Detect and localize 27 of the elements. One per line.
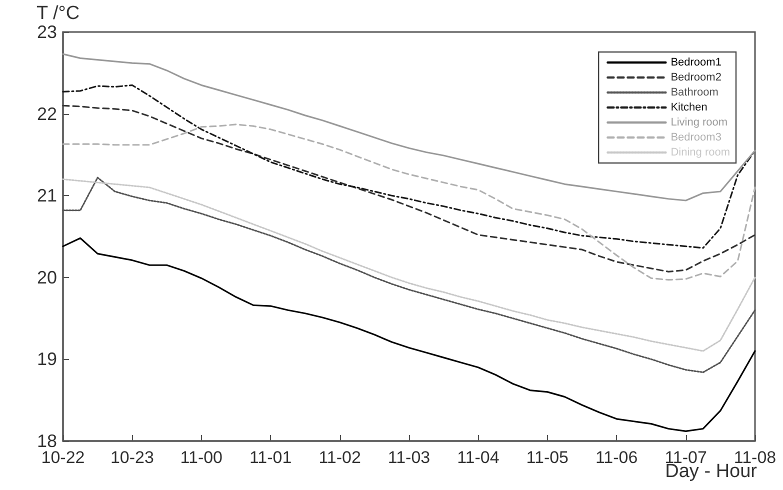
text: Living room xyxy=(670,116,728,128)
x-tick-label: 11-01 xyxy=(249,448,292,467)
x-tick-label: 10-23 xyxy=(110,448,154,467)
text: Kitchen xyxy=(670,102,708,114)
x-tick-label: 11-00 xyxy=(180,448,223,467)
x-tick-label: 11-05 xyxy=(526,448,569,467)
y-tick-label: 18 xyxy=(36,431,57,451)
line-series xyxy=(62,104,756,272)
x-tick-label: 11-02 xyxy=(318,448,361,467)
x-tick-label: 11-08 xyxy=(734,448,776,467)
line-series xyxy=(62,84,756,249)
y-axis-title: T /°C xyxy=(36,3,80,24)
y-tick-label: 19 xyxy=(36,349,57,370)
x-tick-label: 11-06 xyxy=(595,448,638,467)
x-tick-label: 11-03 xyxy=(388,448,430,467)
line-series xyxy=(62,237,756,432)
text: Bedroom1 xyxy=(670,56,722,68)
y-tick-label: 20 xyxy=(36,267,57,288)
y-tick-label: 23 xyxy=(36,22,57,42)
x-tick-label: 10-22 xyxy=(41,448,85,467)
line-series xyxy=(62,53,756,202)
y-tick-label: 21 xyxy=(36,186,57,206)
text: Bedroom2 xyxy=(670,72,722,84)
y-tick-label: 22 xyxy=(36,104,57,124)
text: Bathroom xyxy=(670,86,718,98)
x-tick-label: 11-04 xyxy=(457,448,500,467)
text: Bedroom3 xyxy=(670,132,722,144)
